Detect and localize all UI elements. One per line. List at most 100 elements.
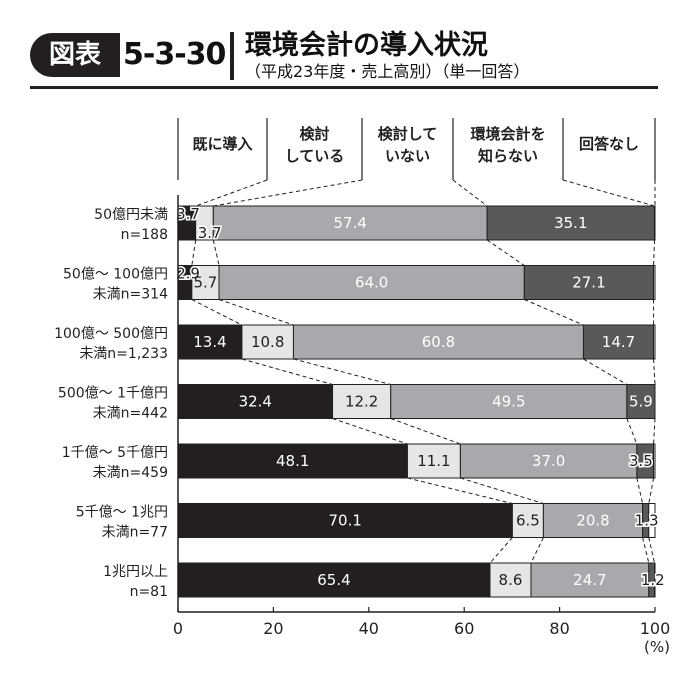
bar-segment: [292, 324, 584, 360]
legend-label: いない: [385, 147, 430, 165]
data-label: 12.2: [345, 393, 378, 411]
data-label: 35.1: [554, 214, 587, 232]
connector-line: [530, 537, 544, 564]
bar-segment: [654, 562, 656, 598]
bar-segment: [648, 503, 656, 538]
legend-leader-line: [213, 179, 363, 207]
connector-line: [486, 239, 525, 266]
connector-line: [653, 239, 656, 266]
legend-label: 既に導入: [192, 135, 252, 153]
data-label: 10.8: [251, 333, 284, 351]
figure-badge: 図表: [30, 33, 120, 77]
connector-line: [626, 418, 638, 445]
legend-label: している: [285, 147, 345, 165]
data-label: 13.4: [193, 333, 226, 351]
bar-segment: [523, 265, 655, 300]
figure-number: 5-3-30: [123, 37, 226, 72]
data-label: 24.7: [573, 571, 606, 589]
data-label: 14.7: [602, 333, 635, 351]
category-label: n=188: [121, 227, 168, 243]
bar-segment: [489, 562, 532, 598]
bar-segment: [542, 503, 644, 538]
data-label: 3.7: [198, 224, 222, 242]
x-tick-label: 0: [173, 619, 183, 638]
category-label: n=81: [130, 584, 168, 600]
category-label: 1千億～ 5千億円: [62, 445, 168, 461]
bar-segment: [241, 324, 294, 360]
figure-title: 環境会計の導入状況: [245, 30, 488, 61]
category-label: 未満n=459: [93, 465, 168, 481]
connector-line: [460, 477, 544, 504]
data-label: 57.4: [333, 214, 366, 232]
connector-line: [191, 239, 197, 266]
bar-segment: [530, 562, 650, 598]
data-label: 37.0: [532, 452, 565, 470]
connector-line: [489, 537, 513, 564]
bar-segment: [177, 384, 334, 419]
bar-segment: [459, 443, 638, 479]
bar-segment: [653, 443, 656, 479]
category-label: 500億～ 1千億円: [58, 386, 168, 402]
bar-segment: [626, 384, 656, 419]
bar-segment: [654, 205, 656, 241]
legend-label: 環境会計を: [470, 125, 545, 143]
title-divider: [230, 32, 234, 80]
connector-line: [636, 477, 644, 504]
data-label: 11.1: [417, 452, 450, 470]
category-label: 未満n=1,233: [79, 346, 168, 362]
bar-segment: [218, 265, 525, 300]
legend-leader-line: [195, 179, 268, 207]
figure-subtitle: （平成23年度・売上高別）（単一回答）: [245, 62, 530, 81]
data-label: 2.9: [176, 265, 200, 283]
connector-line: [583, 358, 628, 385]
connector-line: [293, 358, 391, 385]
connector-line: [191, 299, 243, 326]
x-tick-label: 20: [263, 619, 283, 638]
data-label: 8.6: [499, 571, 523, 589]
category-label: 100億～ 500億円: [54, 326, 168, 342]
connector-line: [212, 239, 220, 266]
x-tick-label: 100: [640, 619, 671, 638]
data-label: 5.7: [193, 274, 217, 292]
data-label: 27.1: [572, 274, 605, 292]
connector-line: [524, 299, 584, 326]
connector-line: [407, 477, 513, 504]
bar-segment: [177, 562, 491, 598]
bar-segment: [177, 503, 513, 538]
data-label: 6.5: [516, 512, 540, 530]
legend-label: 検討して: [378, 125, 438, 143]
connector-line: [218, 299, 294, 326]
data-label: 3.5: [629, 452, 653, 470]
data-label: 1.2: [641, 571, 665, 589]
bar-segment: [653, 324, 656, 360]
bar-segment: [177, 443, 408, 479]
legend-label: 回答なし: [579, 135, 639, 153]
data-label: 60.8: [422, 333, 455, 351]
connector-line: [648, 537, 656, 564]
category-label: 5千億～ 1兆円: [76, 505, 168, 521]
connector-line: [332, 418, 408, 445]
x-tick-label: 80: [549, 619, 569, 638]
data-label: 70.1: [328, 512, 361, 530]
x-tick-label: 60: [454, 619, 474, 638]
legend-label: 知らない: [478, 147, 538, 165]
data-label: 1.3: [635, 512, 659, 530]
legend-label: 検討: [299, 125, 329, 143]
data-label: 32.4: [239, 393, 272, 411]
connector-line: [390, 418, 461, 445]
data-label: 48.1: [276, 452, 309, 470]
bar-segment: [653, 265, 656, 300]
category-label: 50億円未満: [94, 207, 168, 223]
data-label: 65.4: [317, 571, 350, 589]
bar-segment: [582, 324, 655, 360]
data-label: 49.5: [492, 393, 525, 411]
x-unit-label: (%): [644, 638, 670, 656]
data-label: 5.9: [629, 393, 653, 411]
connector-line: [653, 418, 656, 445]
category-label: 未満n=77: [102, 525, 168, 541]
connector-line: [648, 477, 655, 504]
category-label: 未満n=442: [93, 406, 168, 422]
data-label: 3.7: [176, 205, 200, 223]
header-rule: [30, 86, 658, 89]
